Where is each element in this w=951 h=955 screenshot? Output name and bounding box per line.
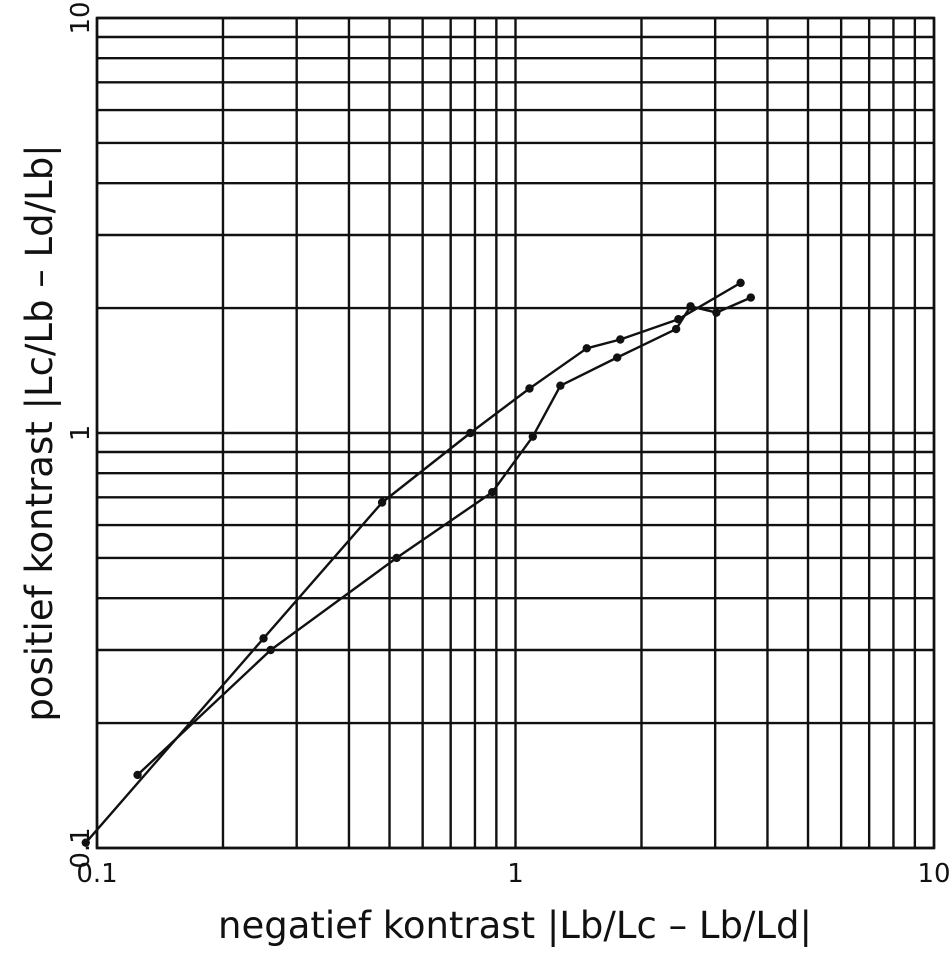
series-1-point [259,634,268,643]
series-1-point [466,428,475,438]
x-axis-label: negatief kontrast |Lb/Lc – Lb/Ld| [218,904,812,947]
grid-lines [95,16,936,850]
series-2-point [712,308,721,317]
series-1-point [736,278,745,288]
series-2-point [528,432,538,441]
y-axis-label: positief kontrast |Lc/Lb – Ld/Lb| [18,144,61,721]
series-2-point [671,324,681,334]
series-2-point [613,353,622,362]
y-tick-label: 0.1 [66,827,96,868]
y-tick-label: 10 [66,1,96,34]
series-1-point [582,344,591,353]
series-layer [81,278,756,847]
series-2-line [136,296,752,776]
plot-frame [95,16,936,850]
series-1-point [525,384,534,393]
series-2-point [746,293,756,302]
x-tick-label: 0.1 [76,859,117,889]
series-2-point [266,645,275,655]
x-tick-label: 10 [917,859,950,889]
series-1-point [616,335,625,344]
series-2-point [686,302,695,311]
series-2-point [488,488,497,497]
y-tick-label: 1 [66,425,96,442]
x-tick-label: 1 [507,859,524,889]
series-1-point [377,498,387,507]
tick-labels: 0.1 1 10 0.1 1 10 [66,1,951,889]
series-2-point [392,553,401,563]
series-1-point [81,838,90,847]
series-2-point [133,770,142,780]
series-2-point [556,381,565,390]
